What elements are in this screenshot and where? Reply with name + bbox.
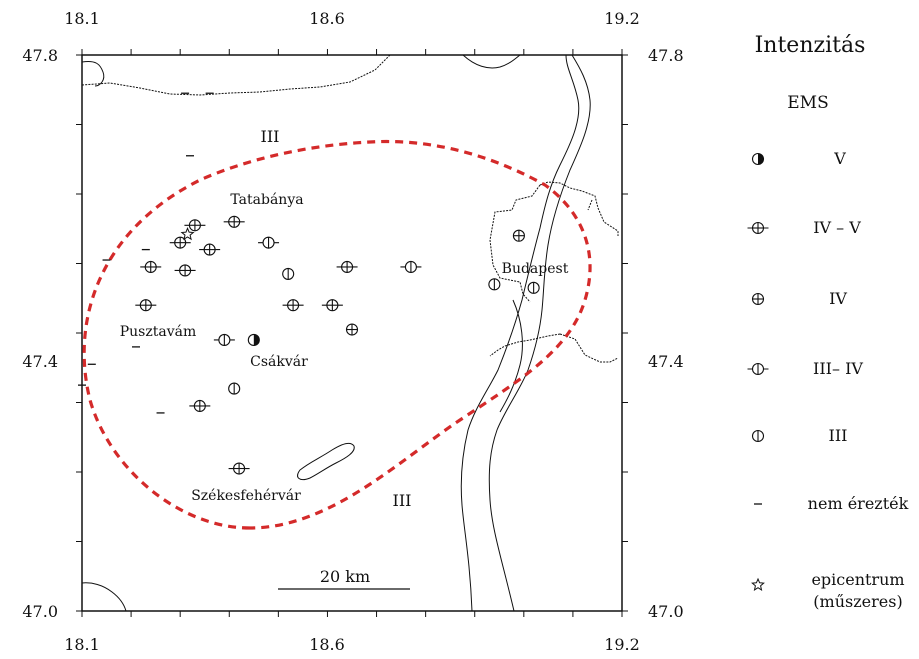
legend-label-V: V: [833, 149, 846, 168]
left-tick-0: 47.8: [22, 46, 58, 65]
legend-title: Intenzitás: [755, 33, 866, 58]
legend-label-III: III: [829, 426, 848, 445]
observation-cross-bar-3: [169, 236, 191, 249]
right-tick-0: 47.8: [648, 46, 684, 65]
legend-symbols: [747, 152, 769, 591]
observation-cross-bar-6: [174, 264, 196, 277]
town-csakvar: Csákvár: [250, 354, 308, 370]
observation-vbar-bar-15: [258, 236, 280, 249]
legend-label-IV-V: IV – V: [813, 218, 861, 237]
observation-cross-13: [512, 229, 525, 242]
legend-symbol-cross: [751, 292, 765, 306]
observation-half-0: [247, 333, 260, 347]
legend-label-epicentrum: epicentrum: [811, 570, 904, 589]
observation-cross-bar-2: [223, 215, 245, 228]
legend-symbol-cross-bar: [747, 221, 769, 235]
lake-velence: [297, 442, 355, 481]
observation-star-22: [180, 226, 195, 241]
top-tick-1: 18.6: [309, 9, 345, 28]
town-szekesfehervar: Székesfehérvár: [191, 488, 301, 504]
right-tick-2: 47.0: [648, 602, 684, 621]
legend-label-muszeres: (műszeres): [813, 592, 902, 611]
observation-cross-bar-12: [228, 462, 250, 475]
observation-cross-bar-5: [140, 260, 162, 274]
observation-vbar-18: [282, 267, 295, 280]
observation-vbar-bar-16: [400, 260, 422, 274]
northern-border-dotted: [81, 54, 391, 96]
observation-vbar-bar-17: [213, 333, 235, 347]
observation-symbols: [78, 92, 540, 475]
isoseismal-label-south: III: [393, 491, 412, 510]
observation-cross-14: [345, 323, 359, 336]
legend-symbol-vbar: [751, 429, 765, 443]
observation-cross-bar-9: [282, 299, 304, 312]
bottom-tick-2: 19.2: [604, 635, 640, 654]
top-tick-0: 18.1: [64, 9, 100, 28]
observation-vbar-19: [488, 278, 501, 291]
northwest-river: [81, 61, 105, 87]
legend-symbol-star: [751, 577, 765, 591]
danube-west-bank: [460, 54, 580, 612]
legend-label-nem-ereztek: nem érezték: [808, 494, 909, 513]
bottom-tick-0: 18.1: [64, 635, 100, 654]
top-tick-2: 19.2: [604, 9, 640, 28]
northeast-coast: [462, 54, 521, 69]
left-tick-1: 47.4: [22, 352, 58, 371]
town-tatabanya: Tatabánya: [230, 192, 303, 208]
isoseismal-label-north: III: [261, 127, 280, 146]
southwest-lake-edge: [81, 582, 127, 612]
legend-subtitle: EMS: [787, 93, 828, 113]
right-tick-1: 47.4: [648, 352, 684, 371]
observation-vbar-21: [228, 382, 241, 395]
observation-cross-bar-11: [189, 399, 211, 413]
legend: Intenzitás EMS V IV – V IV III– IV III n…: [747, 33, 909, 611]
isoseismal-line-III: [82, 139, 592, 530]
observation-cross-bar-7: [336, 260, 358, 274]
legend-label-III-IV: III– IV: [813, 359, 863, 378]
legend-symbol-half: [751, 152, 765, 166]
geography: [81, 54, 619, 612]
observation-vbar-20: [527, 281, 540, 294]
bottom-tick-1: 18.6: [309, 635, 345, 654]
budapest-boundary-dotted: [489, 181, 619, 363]
csepel-island-inner: [499, 299, 523, 413]
legend-label-IV: IV: [829, 289, 847, 308]
frame-ticks: [76, 49, 628, 617]
observation-cross-bar-4: [199, 243, 221, 256]
left-tick-2: 47.0: [22, 602, 58, 621]
danube-east-bank: [488, 54, 591, 612]
observation-cross-bar-8: [135, 299, 157, 312]
scale-bar-label: 20 km: [320, 567, 370, 586]
observation-cross-bar-10: [321, 299, 343, 312]
town-pusztavam: Pusztavám: [120, 324, 197, 340]
observation-cross-bar-1: [184, 219, 206, 232]
legend-symbol-vbar-bar: [747, 362, 769, 376]
town-budapest: Budapest: [502, 261, 569, 277]
